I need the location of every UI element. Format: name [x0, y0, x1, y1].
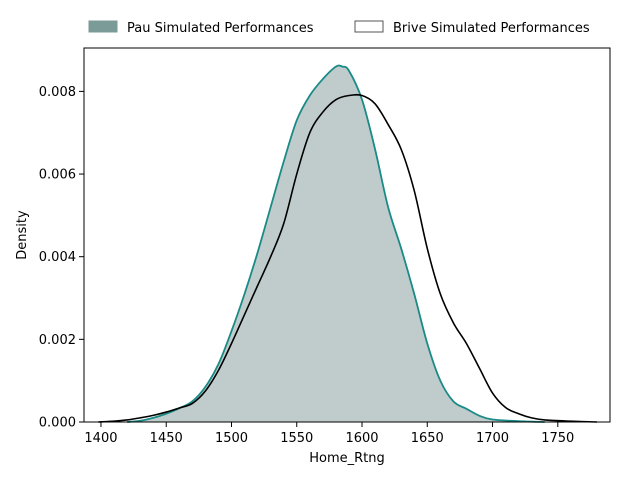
legend-label-brive: Brive Simulated Performances: [393, 21, 590, 36]
y-tick-label: 0.004: [39, 250, 76, 265]
x-tick-label: 1400: [84, 431, 117, 446]
x-axis-title: Home_Rtng: [309, 451, 385, 466]
x-tick-label: 1550: [280, 431, 313, 446]
y-tick-label: 0.006: [39, 168, 76, 183]
y-axis-title: Density: [15, 210, 30, 260]
x-tick-label: 1650: [411, 431, 444, 446]
density-line-pau: [126, 64, 545, 423]
legend-label-pau: Pau Simulated Performances: [127, 21, 314, 36]
y-tick-label: 0.002: [39, 333, 76, 348]
y-axis: 0.000 0.002 0.004 0.006 0.008: [39, 85, 84, 431]
x-tick-label: 1500: [215, 431, 248, 446]
x-tick-label: 1450: [150, 431, 183, 446]
series-layer: [98, 64, 597, 423]
legend: Pau Simulated Performances Brive Simulat…: [88, 20, 590, 36]
density-line-brive: [98, 93, 597, 423]
y-tick-label: 0.008: [39, 85, 76, 100]
legend-swatch-pau: [88, 20, 118, 33]
x-tick-label: 1750: [541, 431, 574, 446]
x-tick-label: 1700: [476, 431, 509, 446]
legend-swatch-brive: [354, 20, 384, 33]
density-area-pau: [127, 65, 545, 423]
y-tick-label: 0.000: [39, 416, 76, 431]
x-tick-label: 1600: [345, 431, 378, 446]
x-axis: 1400 1450 1500 1550 1600 1650 1700 1750: [84, 422, 574, 446]
plot-frame: [83, 47, 611, 423]
